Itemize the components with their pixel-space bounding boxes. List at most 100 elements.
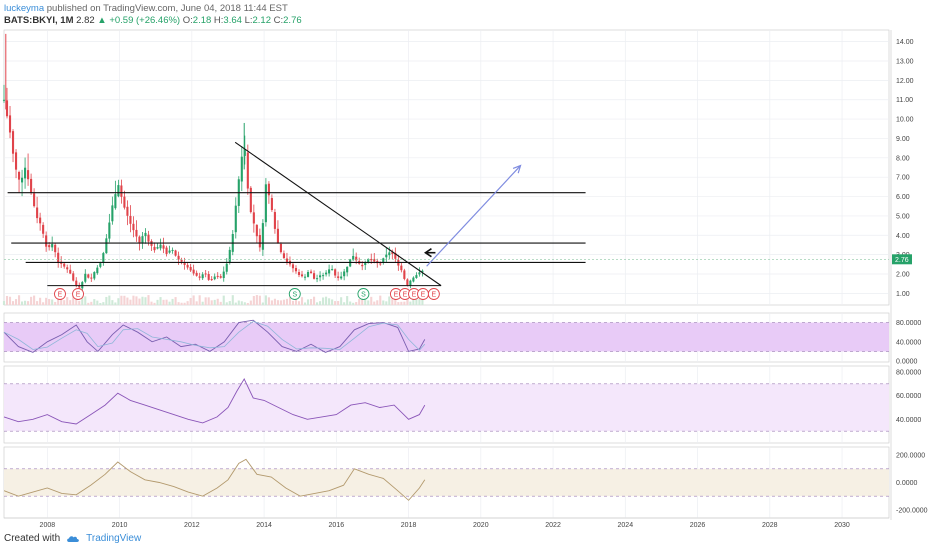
volume-bar [355, 302, 358, 305]
volume-bar [316, 302, 319, 305]
volume-bar [246, 302, 249, 305]
volume-bar [264, 295, 267, 305]
candle-body [240, 156, 243, 182]
candle-body [216, 275, 219, 277]
tradingview-link[interactable]: TradingView [86, 533, 142, 544]
time-tick-label: 2028 [762, 522, 778, 529]
candle-body [69, 269, 72, 274]
candle-body [195, 272, 198, 276]
candle-body [204, 273, 207, 275]
candle-body [105, 238, 108, 254]
candle-body [51, 244, 54, 248]
candle-body [297, 272, 301, 275]
volume-bar [319, 301, 322, 305]
candle-body [78, 285, 81, 288]
candle-body [364, 262, 367, 266]
cci-tick-label: -200.0000 [896, 507, 928, 514]
event-marker-earnings[interactable]: E [427, 288, 440, 300]
candle-body [303, 276, 307, 278]
drawings-layer[interactable] [7, 141, 586, 287]
volume-bar [93, 299, 96, 305]
candle-body [24, 167, 27, 179]
event-circle-icon[interactable] [72, 288, 85, 300]
volume-bar [279, 300, 282, 305]
event-marker-earnings[interactable]: E [389, 288, 402, 300]
time-tick-label: 2022 [545, 522, 561, 529]
time-tick-label: 2020 [473, 522, 489, 529]
time-tick-label: 2010 [112, 522, 128, 529]
candle-body [403, 270, 406, 279]
event-circle-icon[interactable] [427, 288, 440, 300]
candle-body [11, 131, 15, 154]
volume-bar [195, 301, 198, 305]
volume-bar [216, 298, 219, 305]
candle-body [388, 252, 391, 256]
candle-body [207, 274, 210, 280]
volume-bar [189, 297, 192, 305]
volume-bar [174, 297, 177, 305]
candle-body [261, 223, 264, 250]
candle-body [270, 198, 273, 211]
candle-body [117, 185, 120, 197]
projection-arrow-head-icon[interactable] [512, 164, 522, 174]
price-tick-label: 5.00 [896, 213, 910, 220]
symbol-label[interactable]: BATS:BKYI, 1M [4, 15, 74, 26]
volume-bar [63, 300, 66, 305]
event-circle-icon[interactable] [288, 288, 301, 300]
volume-bar [78, 300, 81, 305]
event-marker-split[interactable]: S [288, 288, 301, 300]
author-link[interactable]: luckeyma [4, 3, 45, 14]
candle-body [276, 228, 279, 243]
price-tick-label: 14.00 [896, 39, 914, 46]
event-marker-earnings[interactable]: E [54, 288, 66, 300]
candle-body [349, 259, 352, 267]
volume-bar [27, 301, 30, 305]
volume-bar [11, 301, 15, 305]
volume-bar [17, 295, 21, 305]
descending-trendline[interactable] [234, 141, 442, 287]
volume-bar [231, 295, 234, 305]
volume-bar [66, 297, 69, 305]
candle-body [279, 243, 282, 253]
event-marker-split[interactable]: S [357, 288, 370, 300]
volume-bar [168, 301, 171, 305]
volume-bar [300, 297, 304, 305]
publish-info: published on TradingView.com, June 04, 2… [46, 3, 288, 14]
candle-body [126, 206, 129, 216]
volume-bar [312, 296, 316, 305]
time-tick-label: 2008 [40, 522, 56, 529]
volume-bar [370, 296, 373, 305]
candle-body [340, 276, 343, 279]
candle-body [39, 217, 42, 224]
volume-bar [240, 301, 243, 305]
event-marker-earnings[interactable]: E [72, 288, 85, 300]
candle-body [21, 177, 24, 183]
volume-bar [331, 299, 334, 305]
rsi-tick-label: 40.0000 [896, 417, 921, 424]
volume-bar [177, 302, 180, 305]
candle-body [210, 279, 213, 281]
event-circle-icon[interactable] [357, 288, 370, 300]
publish-header: luckeyma published on TradingView.com, J… [4, 2, 288, 15]
event-circle-icon[interactable] [54, 288, 66, 300]
candle-body [367, 258, 370, 263]
volume-bar [108, 295, 111, 305]
volume-bar [282, 299, 286, 305]
price-tick-label: 8.00 [896, 155, 910, 162]
volume-bar [117, 298, 120, 305]
projection-arrow-line[interactable] [426, 165, 521, 267]
close-value: 2.76 [283, 15, 302, 26]
volume-bar [120, 295, 123, 305]
candle-body [201, 274, 204, 279]
volume-bar [201, 301, 204, 305]
candle-body [42, 224, 45, 234]
candle-body [108, 222, 111, 239]
volume-bar [273, 298, 276, 305]
stochastic-signal-line [3, 320, 426, 351]
volume-bar [207, 297, 210, 305]
event-marker-earnings[interactable]: E [417, 288, 429, 300]
candle-body [385, 254, 388, 258]
candle-body [291, 264, 295, 269]
